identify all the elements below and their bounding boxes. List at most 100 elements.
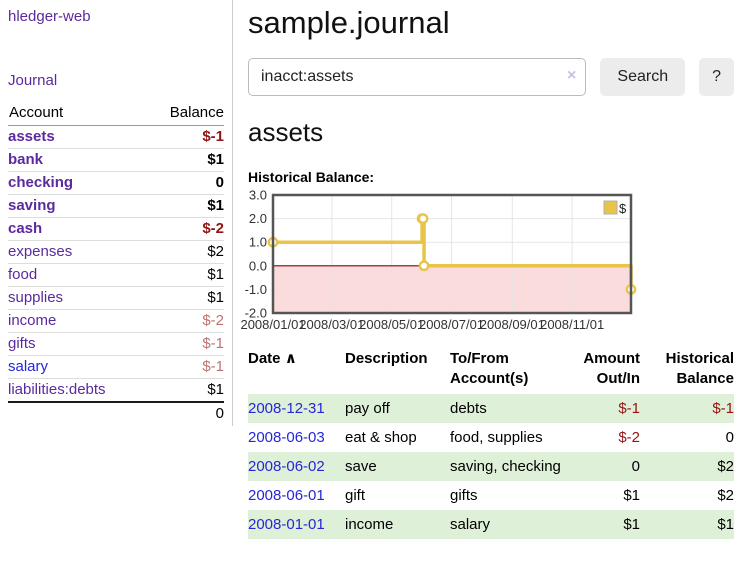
account-name-cell: bank [8,149,146,172]
account-heading: assets [248,117,324,147]
account-link-cash[interactable]: cash [8,220,43,237]
txn-amount: $-2 [618,429,640,446]
txn-amount: $-1 [618,400,640,417]
main-content: sample.journal × Search ? assets Histori… [240,0,734,539]
account-link-income[interactable]: income [8,312,57,329]
account-balance: $-2 [202,312,224,329]
account-row: liabilities:debts $1 [8,378,224,403]
search-form: × Search ? [248,58,734,96]
table-row: 2008-06-01 gift gifts $1 $2 [248,481,734,510]
accounts-header-account: Account [8,102,146,126]
svg-text:2008/01/01: 2008/01/01 [240,317,305,332]
account-name-cell: checking [8,172,146,195]
sort-asc-icon: ∧ [284,350,297,367]
txn-amount: $1 [623,516,640,533]
txn-header-description: Description [345,350,428,367]
txn-amount: 0 [631,458,640,475]
account-link-supplies[interactable]: supplies [8,289,64,306]
search-input[interactable] [248,58,587,96]
page-title: sample.journal [248,5,450,40]
txn-balance: 0 [725,429,734,446]
help-button[interactable]: ? [699,58,734,96]
txn-date-cell: 2008-06-01 [248,481,345,510]
account-link-food[interactable]: food [8,266,38,283]
txn-amount: $1 [623,487,640,504]
account-balance: $2 [207,243,224,260]
svg-text:2008/11/01: 2008/11/01 [540,317,604,332]
accounts-header-balance: Balance [145,102,224,126]
txn-header-date[interactable]: Date ∧ [248,350,297,367]
data-point-marker [418,260,430,272]
account-balance: $1 [207,381,224,398]
account-balance: $-2 [202,220,224,237]
sidebar: hledger-web Journal Account Balance asse… [0,0,233,426]
account-row: saving $1 [8,194,224,218]
account-name-cell: cash [8,218,146,241]
txn-description: save [345,458,377,475]
table-row: 2008-06-02 save saving, checking 0 $2 [248,452,734,481]
svg-text:2008/09/01: 2008/09/01 [480,317,545,332]
account-row: supplies $1 [8,286,224,310]
txn-description: gift [345,487,366,504]
txn-accounts: salary [450,516,491,533]
account-balance: $-1 [202,358,224,375]
account-balance: $1 [207,266,224,283]
account-name-cell: food [8,264,146,287]
historical-balance-chart: $3.0 2.0 1.0 0.0 -1.0 -2.0 2008/01/01 2008/03/0… [240,188,734,338]
account-name-cell: supplies [8,287,146,310]
account-link-salary[interactable]: salary [8,358,49,375]
txn-date-link[interactable]: 2008-12-31 [248,400,325,417]
account-name-cell: liabilities:debts [8,379,146,403]
txn-date-link[interactable]: 2008-06-02 [248,458,325,475]
account-row: cash $-2 [8,217,224,241]
svg-text:2.0: 2.0 [249,211,267,226]
txn-date-link[interactable]: 2008-01-01 [248,516,325,533]
svg-text:2008/07/01: 2008/07/01 [419,317,484,332]
account-name-cell: gifts [8,333,146,356]
app-brand-link[interactable]: hledger-web [8,8,91,25]
data-point-marker [417,213,429,225]
txn-accounts: debts [450,400,487,417]
svg-text:2008/03/01: 2008/03/01 [299,317,364,332]
txn-date-link[interactable]: 2008-06-01 [248,487,325,504]
search-button[interactable]: Search [600,58,686,96]
sidebar-item-journal[interactable]: Journal [8,72,58,89]
account-name-cell: salary [8,356,146,379]
account-row: checking 0 [8,171,224,195]
table-row: 2008-12-31 pay off debts $-1 $-1 [248,394,734,423]
table-row: 2008-01-01 income salary $1 $1 [248,510,734,539]
account-row: gifts $-1 [8,332,224,356]
txn-date-cell: 2008-01-01 [248,510,345,539]
account-balance: 0 [215,174,224,191]
account-link-liabilities-debts[interactable]: liabilities:debts [8,381,106,398]
table-row: 2008-06-03 eat & shop food, supplies $-2 0 [248,423,734,452]
chart-title: Historical Balance: [248,169,375,185]
txn-description: income [345,516,394,533]
txn-date-link[interactable]: 2008-06-03 [248,429,325,446]
svg-text:0.0: 0.0 [249,258,267,273]
clear-search-icon[interactable]: × [567,67,577,84]
account-balance: $1 [207,197,224,214]
account-row: salary $-1 [8,355,224,379]
svg-text:2008/05/01: 2008/05/01 [359,317,424,332]
account-row: food $1 [8,263,224,287]
txn-balance: $-1 [712,400,734,417]
txn-accounts: saving, checking [450,458,561,475]
txn-balance: $2 [717,487,734,504]
account-link-expenses[interactable]: expenses [8,243,73,260]
txn-header-amount: Amount Out/In [583,350,640,387]
account-link-bank[interactable]: bank [8,151,44,168]
txn-date-cell: 2008-12-31 [248,394,345,423]
account-link-assets[interactable]: assets [8,128,55,145]
txn-accounts: gifts [450,487,478,504]
txn-balance: $1 [717,516,734,533]
txn-date-cell: 2008-06-03 [248,423,345,452]
svg-text:-1.0: -1.0 [245,282,267,297]
legend-label: $ [619,201,627,216]
account-row: assets $-1 [8,126,224,149]
txn-description: pay off [345,400,390,417]
account-link-saving[interactable]: saving [8,197,56,214]
account-link-gifts[interactable]: gifts [8,335,36,352]
account-link-checking[interactable]: checking [8,174,74,191]
account-balance: $-1 [202,128,224,145]
